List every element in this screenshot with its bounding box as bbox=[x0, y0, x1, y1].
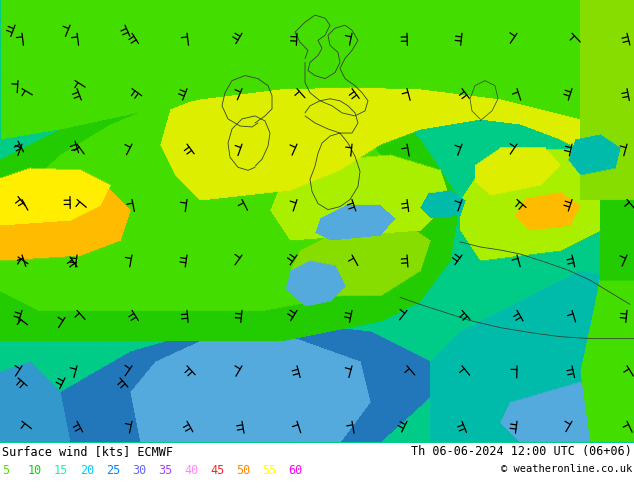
Text: 50: 50 bbox=[236, 464, 250, 477]
Text: 45: 45 bbox=[210, 464, 224, 477]
Text: © weatheronline.co.uk: © weatheronline.co.uk bbox=[501, 464, 632, 474]
Text: 60: 60 bbox=[288, 464, 302, 477]
Text: 35: 35 bbox=[158, 464, 172, 477]
Text: 5: 5 bbox=[2, 464, 9, 477]
Text: 55: 55 bbox=[262, 464, 276, 477]
Text: Surface wind [kts] ECMWF: Surface wind [kts] ECMWF bbox=[2, 445, 173, 459]
Text: Th 06-06-2024 12:00 UTC (06+06): Th 06-06-2024 12:00 UTC (06+06) bbox=[411, 445, 632, 459]
Text: 30: 30 bbox=[132, 464, 146, 477]
Text: 15: 15 bbox=[54, 464, 68, 477]
Text: 10: 10 bbox=[28, 464, 42, 477]
Text: 25: 25 bbox=[106, 464, 120, 477]
Text: 20: 20 bbox=[80, 464, 94, 477]
Text: 40: 40 bbox=[184, 464, 198, 477]
